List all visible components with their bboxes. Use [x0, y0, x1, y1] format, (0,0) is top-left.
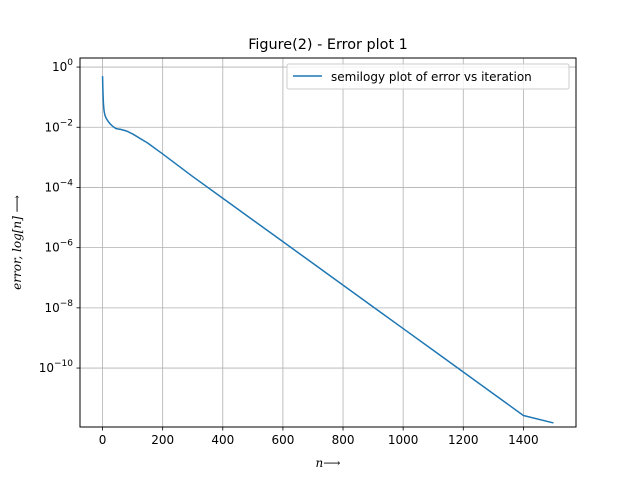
- x-tick-label: 0: [99, 433, 107, 447]
- x-tick-label: 1200: [448, 433, 479, 447]
- x-tick-label: 200: [151, 433, 174, 447]
- legend-box: [286, 63, 570, 90]
- y-tick-label: 10−6: [44, 239, 73, 255]
- y-axis: 100 10−2 10−4 10−6 10−8 10−10: [39, 58, 80, 375]
- y-tick-label: 10−8: [44, 299, 73, 315]
- y-axis-label: error, log[n] ⟶: [10, 195, 24, 290]
- chart-title: Figure(2) - Error plot 1: [248, 37, 408, 53]
- y-tick-label: 10−2: [44, 118, 73, 134]
- y-tick-label: 10−10: [39, 359, 74, 375]
- legend: semilogy plot of error vs iteration: [286, 63, 570, 90]
- x-tick-label: 800: [332, 433, 355, 447]
- y-tick-label: 10−4: [44, 178, 73, 194]
- x-tick-label: 1000: [388, 433, 419, 447]
- plot-frame: [79, 57, 577, 428]
- series-line: [101, 76, 554, 424]
- x-axis: 0 200 400 600 800 1000 1200 1400: [99, 427, 539, 447]
- legend-label: semilogy plot of error vs iteration: [331, 70, 532, 84]
- x-tick-label: 1400: [508, 433, 539, 447]
- x-tick-label: 600: [271, 433, 294, 447]
- series-layer: [101, 76, 554, 424]
- grid: [80, 58, 576, 427]
- x-tick-label: 400: [211, 433, 234, 447]
- y-tick-label: 100: [52, 58, 73, 74]
- x-axis-label: n⟶: [316, 456, 341, 470]
